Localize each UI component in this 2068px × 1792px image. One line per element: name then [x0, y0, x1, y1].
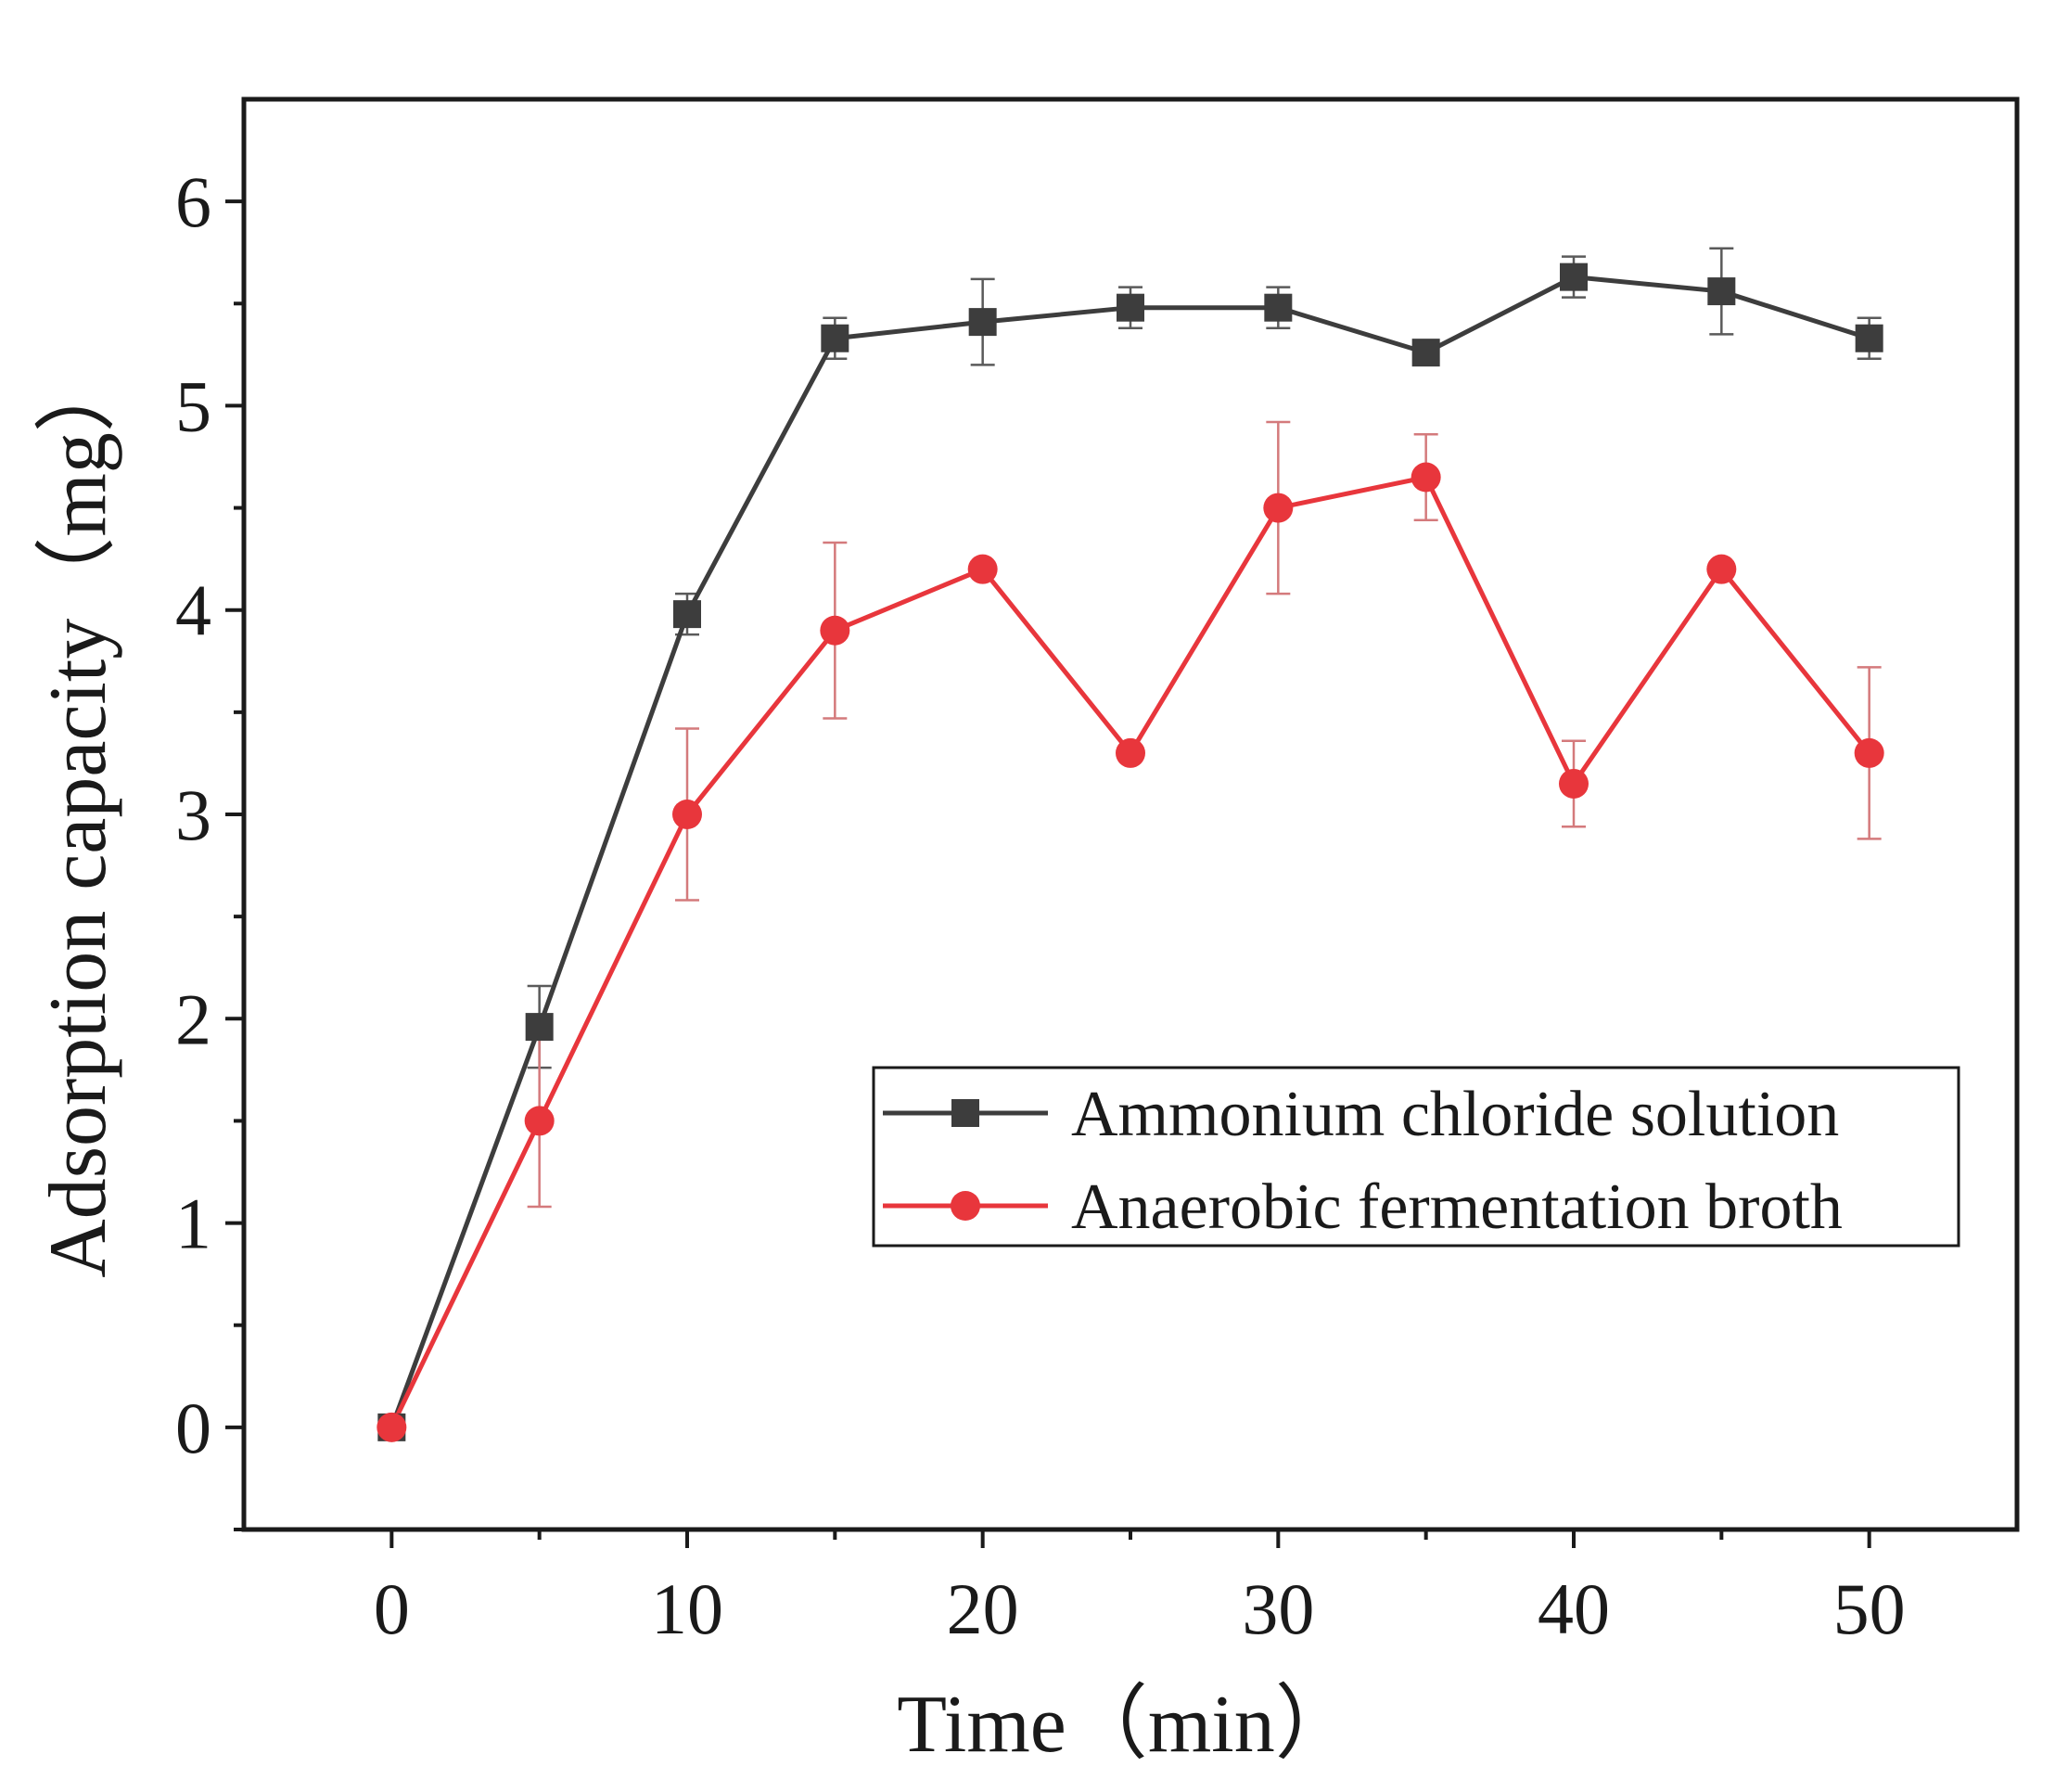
series-1-point-7 — [1411, 339, 1440, 367]
y-tick-label-3: 3 — [175, 774, 211, 855]
y-tick-label-1: 1 — [175, 1184, 211, 1264]
series-2-point-0 — [377, 1412, 407, 1442]
series-1-point-1 — [525, 1013, 554, 1042]
legend: Ammonium chloride solution Anaerobic ferm… — [872, 1066, 1960, 1248]
ticks-layer — [225, 199, 1871, 1548]
series-2-point-7 — [1411, 462, 1441, 493]
series-1-point-10 — [1855, 324, 1883, 352]
legend-item-2-label: Anaerobic fermentation broth — [1071, 1171, 1843, 1243]
x-axis-title: Time（min） — [897, 1680, 1357, 1770]
series-2-point-3 — [820, 615, 850, 646]
series-1-point-5 — [1117, 293, 1144, 322]
markers-layer — [377, 262, 1884, 1442]
series-2-point-2 — [672, 800, 702, 829]
y-tick-label-0: 0 — [175, 1388, 211, 1468]
series-1-point-3 — [821, 324, 849, 352]
x-tick-label-50: 50 — [1833, 1568, 1906, 1649]
legend-item-2-swatch-marker — [951, 1191, 980, 1221]
x-tick-label-10: 10 — [651, 1568, 723, 1649]
y-tick-label-4: 4 — [175, 570, 211, 651]
series-2-point-8 — [1559, 768, 1589, 799]
x-tick-label-0: 0 — [374, 1568, 410, 1649]
x-tick-label-40: 40 — [1538, 1568, 1610, 1649]
series-2-point-9 — [1706, 554, 1737, 584]
series-1-point-4 — [968, 308, 997, 337]
series-1-point-2 — [673, 600, 701, 629]
y-tick-label-5: 5 — [175, 365, 211, 446]
y-axis-title: Adsorption capacity（mg） — [33, 351, 123, 1278]
tick-labels-layer: 0 10 20 30 40 50 0 1 2 3 4 5 6 — [175, 161, 1906, 1649]
legend-item-1-swatch-marker — [951, 1099, 979, 1127]
series-1-point-6 — [1264, 293, 1293, 322]
legend-item-1-label: Ammonium chloride solution — [1071, 1079, 1839, 1150]
series-1-point-9 — [1707, 277, 1736, 306]
y-tick-label-6: 6 — [175, 161, 211, 242]
series-2-point-10 — [1854, 737, 1884, 768]
series-2-point-4 — [967, 554, 998, 584]
x-tick-label-30: 30 — [1242, 1568, 1314, 1649]
legend-box — [872, 1066, 1960, 1248]
legend-items: Ammonium chloride solution Anaerobic ferm… — [883, 1079, 1843, 1243]
series-2-point-1 — [524, 1106, 555, 1136]
legend-item-2: Anaerobic fermentation broth — [883, 1171, 1843, 1243]
series-2-point-5 — [1116, 737, 1145, 768]
y-tick-label-2: 2 — [175, 979, 211, 1059]
x-tick-label-20: 20 — [947, 1568, 1019, 1649]
legend-item-1: Ammonium chloride solution — [883, 1079, 1839, 1150]
series-2-point-6 — [1263, 493, 1294, 523]
series-1-point-8 — [1560, 262, 1588, 291]
